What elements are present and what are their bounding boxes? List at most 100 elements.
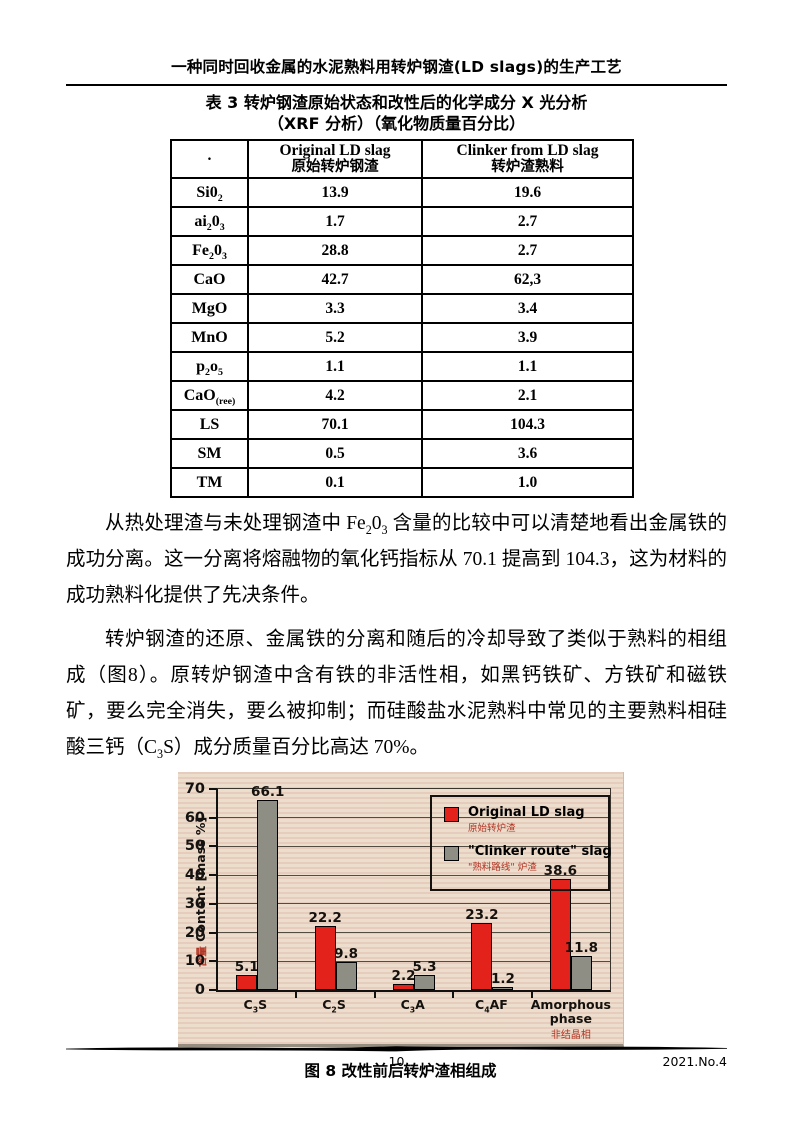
y-tick-mark (209, 845, 217, 848)
x-axis-labels: C3S C2S C3A C4AF Amorphous phase 非结晶相 (216, 998, 611, 1043)
table-cell: 5.2 (247, 322, 423, 353)
table-row: Fe203 28.8 2.7 (170, 235, 634, 266)
x-tick-mark (373, 990, 376, 998)
header-rule (66, 84, 727, 86)
bar-value-label: 9.8 (334, 946, 359, 962)
page-content: 一种同时回收金属的水泥熟料用转炉钢渣(LD slags)的生产工艺 表 3 转炉… (66, 58, 727, 1081)
row-label: Fe203 (170, 235, 249, 266)
y-tick-mark (209, 989, 217, 991)
table-cell: 3.3 (247, 293, 423, 324)
bar: 38.6 (544, 863, 577, 990)
paragraph-phase-composition: 转炉钢渣的还原、金属铁的分离和随后的冷却导致了类似于熟料的相组成（图8）。原转炉… (66, 629, 727, 761)
x-tick-mark (295, 990, 298, 998)
y-tick-label: 70 (184, 781, 205, 797)
row-label: ai203 (170, 206, 249, 237)
table-cell: 3.9 (421, 322, 634, 353)
table-cell: 13.9 (247, 177, 423, 208)
table-row: Si02 13.9 19.6 (170, 177, 634, 208)
paragraph-iron-separation: 从热处理渣与未处理钢渣中 Fe203 含量的比较中可以清楚地看出金属铁的成功分离… (66, 513, 727, 606)
table-title-line1: 表 3 转炉钢渣原始状态和改性后的化学成分 X 光分析 (205, 93, 588, 112)
figure-8: 含量 Content [mass %] 0 10 20 30 40 50 60 70 5.1 66… (178, 772, 624, 1081)
row-label: LS (170, 409, 249, 440)
table-cell: 28.8 (247, 235, 423, 266)
header-zh: 转炉渣熟料 (491, 159, 564, 175)
bar-groups: 5.1 66.1 22.2 9.8 2.2 5.3 23.2 1.2 38.6 11.8 (218, 784, 610, 990)
table-cell: 3.4 (421, 293, 634, 324)
row-label: p2o5 (170, 351, 249, 382)
y-tick-label: 20 (184, 924, 205, 941)
y-tick-label: 50 (184, 838, 205, 855)
table-header-cell-original: Original LD slag 原始转炉钢渣 (247, 139, 423, 179)
bar-group-c3a: 2.2 5.3 (375, 789, 453, 990)
table-header-cell-blank: · (170, 139, 249, 179)
gridline (218, 845, 610, 847)
table-row: CaO 42.7 62,3 (170, 264, 634, 295)
header-en: Original LD slag (279, 142, 391, 159)
legend-label-zh: 原始转炉渣 (468, 823, 516, 834)
bar-value-label: 2.2 (391, 968, 416, 984)
table-cell: 42.7 (247, 264, 423, 295)
bar: 66.1 (251, 784, 284, 990)
xrf-table-head: · Original LD slag 原始转炉钢渣 Clinker from L… (170, 139, 634, 179)
legend-item: Original LD slag 原始转炉渣 (444, 806, 600, 836)
row-label: SM (170, 438, 249, 469)
table-row: SM 0.5 3.6 (170, 438, 634, 469)
bar-value-label: 1.2 (490, 971, 515, 987)
table-cell: 1.1 (247, 351, 423, 382)
y-tick-label: 10 (184, 953, 205, 970)
table-header-cell-clinker: Clinker from LD slag 转炉渣熟料 (421, 139, 634, 179)
gridline (218, 960, 610, 962)
xrf-table: · Original LD slag 原始转炉钢渣 Clinker from L… (170, 139, 634, 498)
y-tick-label: 30 (184, 895, 205, 912)
gridline (218, 903, 610, 905)
y-tick-label: 40 (184, 867, 205, 884)
header-en: Clinker from LD slag (456, 142, 599, 159)
x-category-label: C4AF (475, 997, 508, 1015)
page-footer: 10 2021.No.4 (66, 1054, 727, 1070)
table-row: ai203 1.7 2.7 (170, 206, 634, 237)
y-tick-mark (209, 960, 217, 963)
bar-value-label: 23.2 (465, 907, 499, 923)
bar: 5.1 (235, 959, 259, 990)
legend-label-zh: "熟料路线" 炉渣 (468, 862, 537, 873)
bar-group-amorphous-phase: 38.6 11.8 (532, 789, 610, 990)
x-category-label: Amorphous phase 非结晶相 (530, 997, 611, 1042)
x-category-label: C3A (400, 997, 425, 1015)
table-cell: 0.5 (247, 438, 423, 469)
table-cell: 70.1 (247, 409, 423, 440)
chart-legend: Original LD slag 原始转炉渣 "Clinker route" sla… (430, 795, 612, 891)
table-cell: 2.7 (421, 206, 634, 237)
bar: 2.2 (392, 968, 415, 990)
table-row: LS 70.1 104.3 (170, 409, 634, 440)
bar-value-label: 38.6 (543, 863, 577, 879)
table-cell: 19.6 (421, 177, 634, 208)
bar-value-label: 66.1 (251, 784, 285, 800)
bar-group-c2s: 22.2 9.8 (296, 789, 374, 990)
table-row: CaO(ree) 4.2 2.1 (170, 380, 634, 411)
bar: 22.2 (308, 910, 342, 990)
table-header-row: · Original LD slag 原始转炉钢渣 Clinker from L… (170, 139, 634, 179)
row-label: CaO (170, 264, 249, 295)
x-category-label: C3S (243, 997, 268, 1015)
table-cell: 104.3 (421, 409, 634, 440)
issue-number: 2021.No.4 (662, 1054, 728, 1069)
table-cell: 2.1 (421, 380, 634, 411)
table-cell: 4.2 (247, 380, 423, 411)
y-tick-label: 60 (184, 809, 205, 826)
y-tick-mark (209, 816, 217, 819)
row-label: MgO (170, 293, 249, 324)
gridline (218, 874, 610, 876)
bar: 11.8 (565, 940, 598, 990)
table-cell: 1.7 (247, 206, 423, 237)
table-cell: 3.6 (421, 438, 634, 469)
figure-caption: 图 8 改性前后转炉渣相组成 (304, 1062, 497, 1080)
footer-rule-bar (66, 1046, 727, 1052)
header-zh: 原始转炉钢渣 (291, 159, 379, 175)
y-tick-mark (209, 902, 217, 905)
bar-value-label: 5.1 (234, 959, 259, 975)
legend-swatch (444, 846, 459, 861)
bar: 5.3 (413, 959, 436, 990)
legend-swatch (444, 807, 459, 822)
bar-group-c3s: 5.1 66.1 (218, 784, 296, 990)
